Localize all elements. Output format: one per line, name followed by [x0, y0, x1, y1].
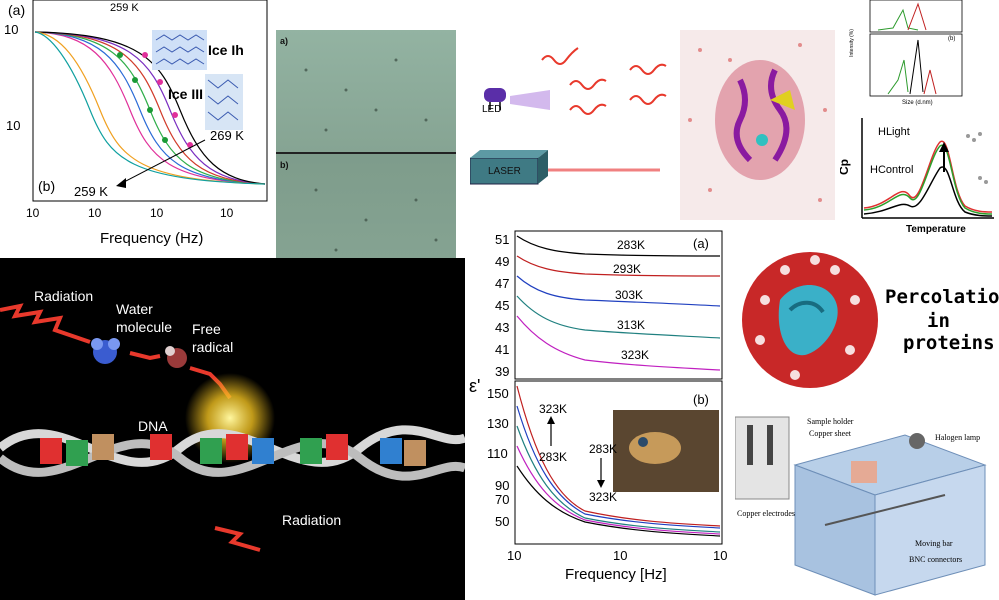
micrograph-b-label: b)	[280, 160, 289, 170]
size-yaxis-label: Intensity (%)	[848, 29, 855, 57]
light-sources-panel: LED LASER	[470, 0, 840, 230]
temp-label-a: 313K	[617, 318, 646, 332]
micrograph-a-label: a)	[280, 36, 289, 46]
ytick-a: 43	[495, 320, 510, 335]
panel-b-label: (b)	[38, 178, 56, 194]
temp-label-b: 283K	[539, 450, 568, 464]
ytick-b: 50	[495, 514, 510, 529]
xtick-label: 10	[26, 206, 40, 220]
apparatus-panel: Sample holder Copper sheet Halogen lamp …	[735, 405, 999, 600]
ytick-label: 10	[6, 118, 21, 133]
temp-label-a: 323K	[621, 348, 650, 362]
free-radical-label: Free radical	[192, 321, 234, 355]
moving-bar-label: Moving bar	[915, 539, 953, 548]
radiation-top-label: Radiation	[34, 288, 94, 304]
cp-axis-label: Cp	[840, 159, 851, 175]
size-panel-label: (b)	[948, 36, 956, 42]
temp-label-b: 323K	[589, 490, 618, 504]
xtick-b: 10	[713, 548, 728, 563]
radiation-dna-panel: Radiation Water molecule Free radical DN…	[0, 258, 465, 600]
xtick-b: 10	[507, 548, 522, 563]
xtick-b: 10	[613, 548, 628, 563]
halogen-lamp-label: Halogen lamp	[935, 433, 981, 442]
ytick-b: 90	[495, 478, 510, 493]
panel-a-temp: 259 K	[110, 2, 139, 14]
percolation-line-1: Percolation	[885, 286, 999, 308]
ytick-b: 130	[487, 416, 509, 431]
percolation-line-3: proteins	[903, 332, 995, 354]
ytick-a: 51	[495, 232, 510, 247]
copper-electrodes-label: Copper electrodes	[737, 509, 795, 518]
h-control-label: HControl	[870, 164, 914, 176]
led-label: LED	[482, 104, 502, 115]
percolation-panel: Percolation in proteins	[735, 240, 999, 400]
size-xaxis-label: Size (d.nm)	[902, 100, 933, 106]
radiation-dna-svg	[0, 303, 465, 600]
x-axis-title: Frequency (Hz)	[100, 230, 204, 247]
ytick-b: 70	[495, 492, 510, 507]
permittivity-panel: (a) (b) 283K 293K 303K 313K 323K 323K 28…	[465, 226, 737, 600]
heat-capacity-panel: Cp HLight HControl Temperature	[840, 112, 999, 240]
ytick-a: 41	[495, 342, 510, 357]
panel-a-label: (a)	[8, 2, 26, 18]
permittivity-panel-b: (b)	[693, 392, 709, 407]
temp-label-a: 303K	[615, 288, 644, 302]
light-sources-svg	[470, 30, 835, 220]
ytick-a: 39	[495, 364, 510, 379]
temp-high-label: 269 K	[210, 128, 244, 143]
ytick-b: 110	[487, 446, 508, 461]
laser-label: LASER	[488, 166, 521, 177]
dna-label: DNA	[138, 418, 168, 434]
micrograph-a	[276, 30, 456, 154]
ytick-label: 10	[4, 22, 19, 37]
permittivity-svg	[514, 230, 723, 545]
xtick-label: 10	[220, 206, 234, 220]
xtick-label: 10	[88, 206, 102, 220]
percolation-svg	[742, 252, 878, 388]
ytick-a: 49	[495, 254, 510, 269]
copper-sheet-label: Copper sheet	[809, 429, 851, 438]
x-axis-title: Frequency [Hz]	[565, 566, 667, 583]
y-axis-title: ε'	[469, 376, 481, 396]
permittivity-panel-a: (a)	[693, 236, 709, 251]
temp-label-b: 323K	[539, 402, 568, 416]
temp-label-b: 283K	[589, 442, 618, 456]
temperature-axis-label: Temperature	[906, 224, 966, 235]
bnc-connectors-label: BNC connectors	[909, 555, 963, 564]
dielectric-loglog-panel: (a) 259 K 10 10 Ice Ih Ice III 269 K (b)…	[0, 0, 272, 258]
ytick-a: 45	[495, 298, 510, 313]
ice-iii-label: Ice III	[168, 86, 204, 102]
ytick-b: 150	[487, 386, 509, 401]
dielectric-loglog-svg	[32, 0, 268, 202]
h-light-label: HLight	[878, 126, 910, 138]
heat-capacity-svg	[861, 118, 994, 219]
xtick-label: 10	[150, 206, 164, 220]
micrograph-b	[276, 154, 456, 276]
sample-holder-label: Sample holder	[807, 417, 854, 426]
water-molecule-label: Water molecule	[116, 301, 173, 335]
apparatus-svg	[735, 416, 987, 596]
temp-label-a: 283K	[617, 238, 646, 252]
temp-label-a: 293K	[613, 262, 642, 276]
ice-ih-label: Ice Ih	[208, 42, 244, 58]
percolation-line-2: in	[927, 310, 950, 332]
size-distribution-panel: Intensity (%) (b) Size (d.nm)	[848, 0, 968, 110]
temp-low-label: 259 K	[74, 184, 108, 199]
ytick-a: 47	[495, 276, 510, 291]
radiation-bottom-label: Radiation	[282, 512, 342, 528]
size-distribution-svg	[869, 0, 963, 97]
